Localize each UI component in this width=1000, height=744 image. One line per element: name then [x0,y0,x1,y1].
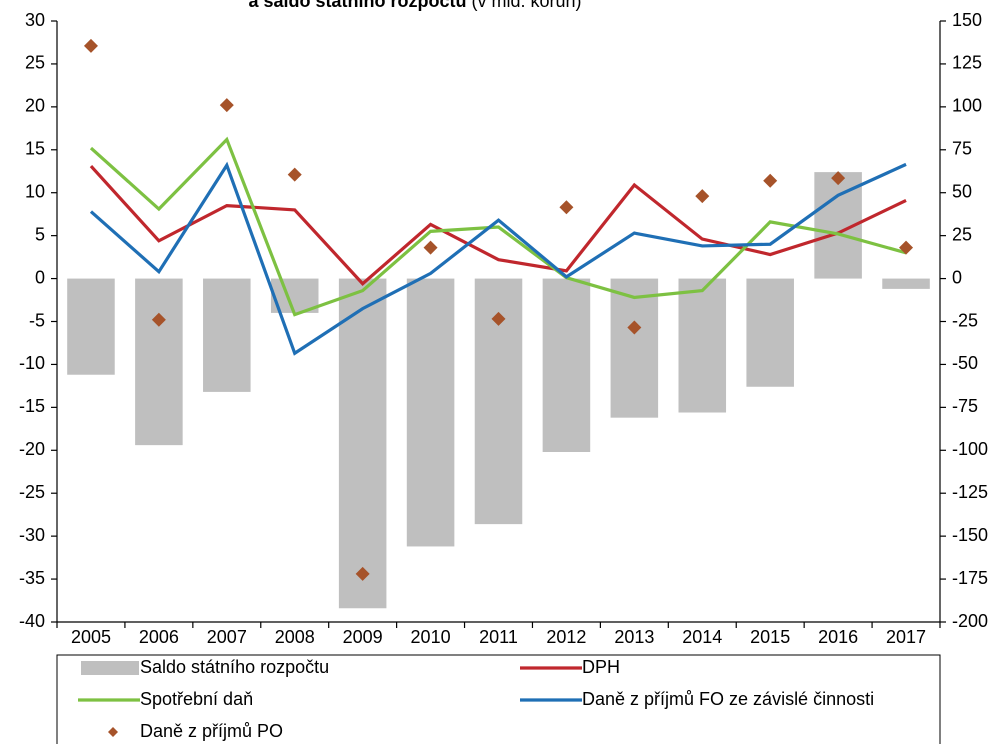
point [559,200,574,215]
y2-tick-label: 150 [952,10,982,30]
x-tick-label: 2010 [411,627,451,647]
y2-tick-label: 25 [952,224,972,244]
x-tick-label: 2012 [546,627,586,647]
y2-tick-label: -25 [952,310,978,330]
x-tick-label: 2005 [71,627,111,647]
y2-tick-label: -100 [952,439,988,459]
y-tick-label: 10 [25,181,45,201]
chart-title: a saldo státního rozpočtu (v mld. korun) [248,0,581,11]
line [89,165,907,286]
point [763,173,778,188]
y2-tick-label: -175 [952,568,988,588]
y2-tick-label: -150 [952,525,988,545]
y-tick-label: 30 [25,10,45,30]
bar [135,278,183,446]
point [287,167,302,182]
legend-label: Daně z příjmů FO ze závislé činnosti [582,689,874,709]
y-tick-label: -25 [19,482,45,502]
legend-swatch [108,727,118,737]
x-tick-label: 2014 [682,627,722,647]
y-tick-label: -5 [29,310,45,330]
point [831,171,846,186]
line [89,136,907,317]
x-tick-label: 2009 [343,627,383,647]
bar [678,278,727,413]
y-tick-label: -30 [19,525,45,545]
title-main: a saldo státního rozpočtu [248,0,466,11]
point [695,189,710,204]
x-tick-label: 2007 [207,627,247,647]
bar [882,278,930,289]
y2-tick-label: 75 [952,139,972,159]
y2-tick-label: 100 [952,96,982,116]
y2-tick-label: -200 [952,611,988,631]
y-tick-label: -10 [19,353,45,373]
bar [67,278,115,375]
y2-tick-label: 125 [952,53,982,73]
legend-swatch [81,661,139,675]
y-tick-label: -20 [19,439,45,459]
y2-tick-label: -75 [952,396,978,416]
point [355,566,370,581]
y2-tick-label: 0 [952,267,962,287]
y-tick-label: 15 [25,139,45,159]
legend-label: Saldo státního rozpočtu [140,657,329,677]
x-tick-label: 2016 [818,627,858,647]
bar [406,278,455,547]
bar [542,278,591,453]
y-tick-label: -40 [19,611,45,631]
point [627,320,642,335]
bar [203,278,251,392]
y2-tick-label: 50 [952,181,972,201]
point [151,312,166,327]
legend-label: Spotřební daň [140,689,253,709]
x-tick-label: 2011 [479,627,518,647]
y-tick-label: 20 [25,96,45,116]
point [491,311,506,326]
x-tick-label: 2008 [275,627,315,647]
y2-tick-label: -125 [952,482,988,502]
point [899,240,914,255]
point [219,98,234,113]
bar [610,278,659,418]
y-tick-label: -35 [19,568,45,588]
x-tick-label: 2015 [750,627,790,647]
title-unit: (v mld. korun) [472,0,582,11]
legend-label: DPH [582,657,620,677]
bar [746,278,794,387]
y-tick-label: -15 [19,396,45,416]
point [83,38,98,53]
x-tick-label: 2017 [886,627,926,647]
y-tick-label: 5 [35,224,45,244]
legend-label: Daně z příjmů PO [140,721,283,741]
y-tick-label: 25 [25,53,45,73]
point [423,240,438,255]
y2-tick-label: -50 [952,353,978,373]
x-tick-label: 2013 [614,627,654,647]
bar [338,278,387,609]
x-tick-label: 2006 [139,627,179,647]
y-tick-label: 0 [35,267,45,287]
legend-box [56,654,941,744]
line [89,161,907,356]
